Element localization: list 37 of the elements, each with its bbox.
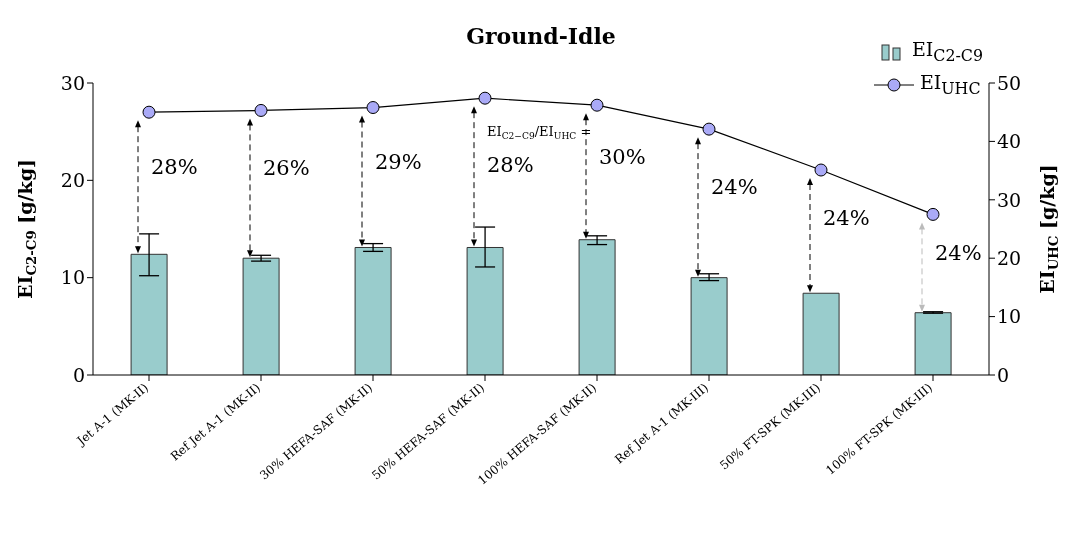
bar	[578, 239, 616, 375]
legend-label: EI$_{UHC}$	[919, 69, 981, 100]
text: EI$_{C2−C9}$/EI$_{UHC}$ = 28%	[487, 124, 592, 178]
legend-label: EI$_{C2-C9}$	[911, 37, 983, 67]
point	[702, 122, 716, 136]
bar	[466, 246, 504, 375]
point	[590, 98, 604, 112]
bar	[242, 257, 280, 375]
y-tick-label: 0	[72, 363, 85, 386]
y2-tick-label: 30	[997, 188, 1022, 211]
y2-tick-label: 10	[997, 305, 1022, 328]
annotation: 24%	[823, 205, 870, 230]
point	[366, 101, 380, 115]
bar	[914, 312, 952, 375]
y2-tick-label: 20	[997, 246, 1022, 269]
bar	[802, 292, 840, 375]
y2-tick-label: 0	[997, 363, 1010, 386]
point	[142, 105, 156, 119]
point	[254, 103, 268, 117]
annotation: 24%	[711, 174, 758, 199]
point	[814, 163, 828, 177]
point	[478, 91, 492, 105]
chart-title: Ground-Idle	[466, 23, 616, 49]
bar	[130, 253, 168, 375]
annotation: 30%	[599, 145, 646, 170]
point	[926, 207, 940, 221]
y-tick-label: 30	[60, 71, 85, 94]
annotation: 28%	[151, 155, 198, 180]
y2-tick-label: 40	[997, 130, 1022, 153]
y-tick-label: 20	[60, 169, 85, 192]
annotation: 24%	[935, 240, 982, 265]
y2-tick-label: 50	[997, 71, 1022, 94]
annotation: 29%	[375, 149, 422, 174]
bar	[354, 246, 392, 375]
annotation: 26%	[263, 155, 310, 180]
bar	[690, 277, 728, 375]
y-tick-label: 10	[60, 266, 85, 289]
